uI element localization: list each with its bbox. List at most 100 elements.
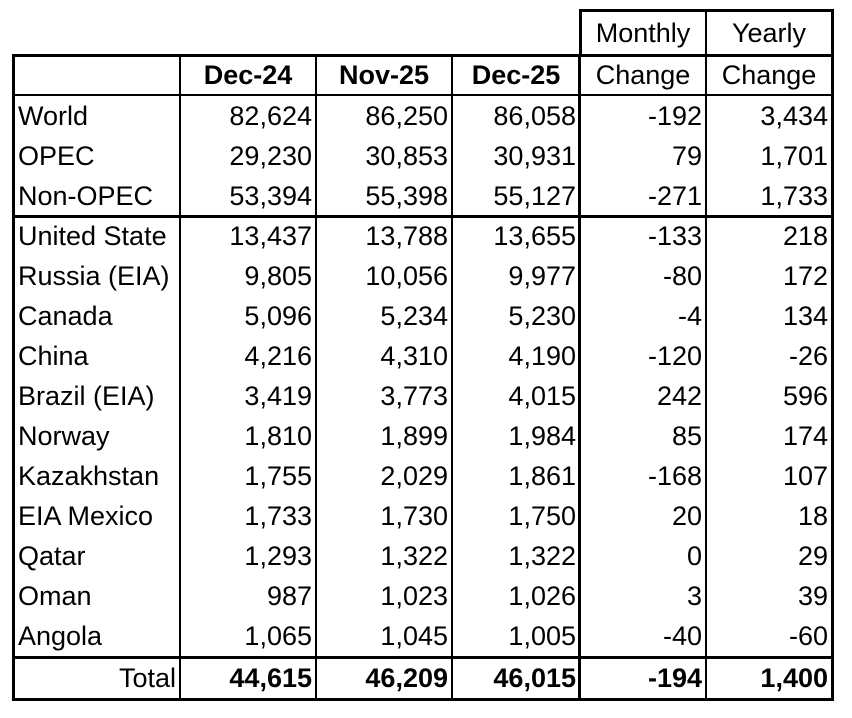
cell: 1,322 bbox=[380, 541, 448, 571]
cell: 1,322 bbox=[508, 541, 576, 571]
cell: 172 bbox=[782, 261, 828, 291]
cell: 0 bbox=[686, 541, 702, 571]
cell: 1,733 bbox=[760, 181, 828, 211]
border bbox=[12, 656, 834, 659]
cell: 18 bbox=[797, 501, 828, 531]
border bbox=[831, 9, 834, 54]
cell: -40 bbox=[662, 621, 702, 651]
row-label: Canada bbox=[18, 301, 113, 331]
cell: 9,977 bbox=[508, 261, 576, 291]
row-label: Norway bbox=[18, 421, 110, 451]
cell: 1,899 bbox=[380, 421, 448, 451]
total-cell: 1,400 bbox=[760, 663, 828, 693]
cell: 3 bbox=[686, 581, 702, 611]
row-label: EIA Mexico bbox=[18, 501, 154, 531]
cell: 29,230 bbox=[229, 141, 312, 171]
cell: 134 bbox=[782, 301, 828, 331]
cell: 85 bbox=[671, 421, 702, 451]
header-top: Monthly bbox=[595, 18, 691, 48]
cell: 55,398 bbox=[365, 181, 448, 211]
border bbox=[705, 54, 707, 698]
border bbox=[12, 215, 834, 218]
cell: 987 bbox=[266, 581, 312, 611]
border bbox=[451, 54, 453, 698]
cell: 1,005 bbox=[508, 621, 576, 651]
cell: -26 bbox=[788, 341, 828, 371]
border bbox=[831, 54, 834, 700]
cell: 13,788 bbox=[365, 221, 448, 251]
cell: 1,750 bbox=[508, 501, 576, 531]
row-label: Brazil (EIA) bbox=[18, 381, 155, 411]
cell: -133 bbox=[647, 221, 702, 251]
column-header: Dec-25 bbox=[471, 60, 561, 90]
cell: 1,045 bbox=[380, 621, 448, 651]
cell: 53,394 bbox=[229, 181, 312, 211]
total-cell: 46,209 bbox=[365, 663, 448, 693]
column-header: Dec-24 bbox=[203, 60, 293, 90]
border bbox=[12, 698, 834, 701]
cell: 5,096 bbox=[244, 301, 312, 331]
cell: 13,655 bbox=[493, 221, 576, 251]
cell: 4,190 bbox=[508, 341, 576, 371]
cell: 13,437 bbox=[229, 221, 312, 251]
cell: 107 bbox=[782, 461, 828, 491]
cell: 1,293 bbox=[244, 541, 312, 571]
cell: -168 bbox=[647, 461, 702, 491]
cell: 9,805 bbox=[244, 261, 312, 291]
cell: 218 bbox=[782, 221, 828, 251]
cell: 1,984 bbox=[508, 421, 576, 451]
cell: 1,701 bbox=[760, 141, 828, 171]
cell: 4,216 bbox=[244, 341, 312, 371]
cell: 86,250 bbox=[365, 101, 448, 131]
border bbox=[12, 94, 834, 96]
column-header: Change bbox=[595, 60, 691, 90]
row-label: Kazakhstan bbox=[18, 461, 160, 491]
cell: 79 bbox=[671, 141, 702, 171]
cell: 5,234 bbox=[380, 301, 448, 331]
cell: 1,733 bbox=[244, 501, 312, 531]
cell: 3,773 bbox=[380, 381, 448, 411]
border bbox=[578, 54, 581, 698]
row-label: OPEC bbox=[18, 141, 95, 171]
cell: 1,810 bbox=[244, 421, 312, 451]
total-cell: 44,615 bbox=[229, 663, 312, 693]
row-label: China bbox=[18, 341, 89, 371]
cell: 174 bbox=[782, 421, 828, 451]
cell: 20 bbox=[671, 501, 702, 531]
cell: 82,624 bbox=[229, 101, 312, 131]
cell: 596 bbox=[782, 381, 828, 411]
border bbox=[579, 9, 582, 54]
row-label: Qatar bbox=[18, 541, 86, 571]
cell: 242 bbox=[656, 381, 702, 411]
column-header: Change bbox=[721, 60, 817, 90]
cell: -120 bbox=[647, 341, 702, 371]
row-label: Oman bbox=[18, 581, 92, 611]
cell: 1,730 bbox=[380, 501, 448, 531]
cell: -80 bbox=[662, 261, 702, 291]
total-cell: 46,015 bbox=[493, 663, 576, 693]
row-label: United State bbox=[18, 221, 167, 251]
cell: -192 bbox=[647, 101, 702, 131]
border bbox=[315, 54, 317, 698]
row-label: Angola bbox=[18, 621, 103, 651]
cell: 1,755 bbox=[244, 461, 312, 491]
cell: -271 bbox=[647, 181, 702, 211]
row-label: Russia (EIA) bbox=[18, 261, 170, 291]
cell: 10,056 bbox=[365, 261, 448, 291]
total-label: Total bbox=[118, 663, 176, 693]
cell: 4,310 bbox=[380, 341, 448, 371]
cell: 55,127 bbox=[493, 181, 576, 211]
cell: 4,015 bbox=[508, 381, 576, 411]
cell: 5,230 bbox=[508, 301, 576, 331]
column-header: Nov-25 bbox=[338, 60, 430, 90]
cell: 29 bbox=[797, 541, 828, 571]
cell: 39 bbox=[797, 581, 828, 611]
total-cell: -194 bbox=[647, 663, 702, 693]
cell: 3,434 bbox=[760, 101, 828, 131]
row-label: World bbox=[18, 101, 89, 131]
border bbox=[179, 54, 181, 698]
cell: -4 bbox=[677, 301, 702, 331]
cell: 86,058 bbox=[493, 101, 576, 131]
border bbox=[12, 54, 834, 57]
